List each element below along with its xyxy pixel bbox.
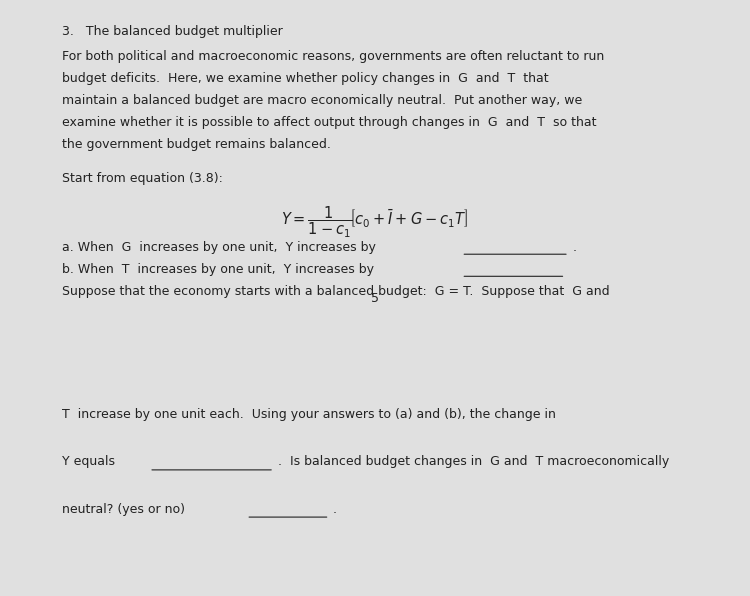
Text: maintain a balanced budget are macro economically neutral.  Put another way, we: maintain a balanced budget are macro eco…: [62, 94, 583, 107]
Text: .  Is balanced budget changes in  G and  T macroeconomically: . Is balanced budget changes in G and T …: [278, 455, 669, 468]
Text: budget deficits.  Here, we examine whether policy changes in  G  and  T  that: budget deficits. Here, we examine whethe…: [62, 72, 549, 85]
Text: a. When  G  increases by one unit,  Y increases by: a. When G increases by one unit, Y incre…: [62, 241, 376, 254]
Text: .: .: [572, 241, 576, 254]
Text: b. When  T  increases by one unit,  Y increases by: b. When T increases by one unit, Y incre…: [62, 263, 374, 277]
Text: T  increase by one unit each.  Using your answers to (a) and (b), the change in: T increase by one unit each. Using your …: [62, 408, 556, 421]
Text: 3.   The balanced budget multiplier: 3. The balanced budget multiplier: [62, 25, 284, 38]
Text: examine whether it is possible to affect output through changes in  G  and  T  s: examine whether it is possible to affect…: [62, 116, 597, 129]
Text: For both political and macroeconomic reasons, governments are often reluctant to: For both political and macroeconomic rea…: [62, 50, 605, 63]
Text: neutral? (yes or no): neutral? (yes or no): [62, 502, 185, 516]
Text: $Y = \dfrac{1}{1-c_1}\!\left[c_0 + \bar{I} + G - c_1T\right]$: $Y = \dfrac{1}{1-c_1}\!\left[c_0 + \bar{…: [281, 204, 468, 240]
Text: .: .: [333, 502, 337, 516]
Text: Suppose that the economy starts with a balanced budget:  G = T.  Suppose that  G: Suppose that the economy starts with a b…: [62, 285, 610, 299]
Text: the government budget remains balanced.: the government budget remains balanced.: [62, 138, 332, 151]
Text: 5: 5: [370, 292, 379, 305]
Text: Start from equation (3.8):: Start from equation (3.8):: [62, 172, 223, 185]
Text: Y equals: Y equals: [62, 455, 116, 468]
